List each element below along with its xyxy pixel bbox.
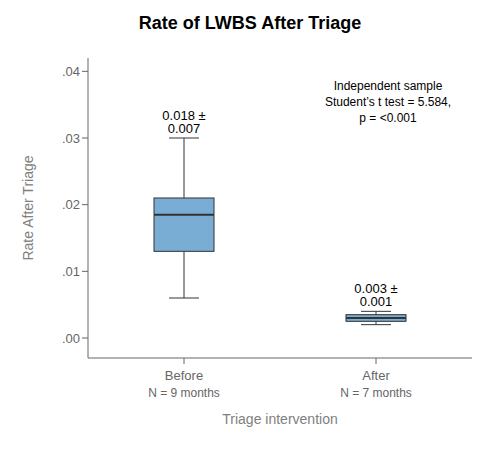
svg-text:.00: .00 (62, 331, 80, 346)
svg-text:0.018 ±0.007: 0.018 ±0.007 (162, 108, 205, 136)
html-text:Independent sample Student’s t: Independent sample Student’s t test = 5.… (324, 79, 452, 125)
html-text:Rate of LWBS After Triage: Rate of LWBS After Triage (138, 13, 362, 33)
svg-text:.01: .01 (62, 264, 80, 279)
svg-text:N = 7 months: N = 7 months (340, 386, 412, 400)
svg-text:0.003 ±0.001: 0.003 ±0.001 (354, 281, 397, 309)
svg-text:Before: Before (165, 368, 203, 383)
svg-text:.02: .02 (62, 197, 80, 212)
svg-text:After: After (362, 368, 390, 383)
svg-text:Triage intervention: Triage intervention (222, 411, 337, 427)
svg-text:.04: .04 (62, 64, 80, 79)
svg-text:N = 9 months: N = 9 months (148, 386, 220, 400)
svg-text:.03: .03 (62, 131, 80, 146)
svg-text:Rate After Triage: Rate After Triage (20, 155, 36, 260)
